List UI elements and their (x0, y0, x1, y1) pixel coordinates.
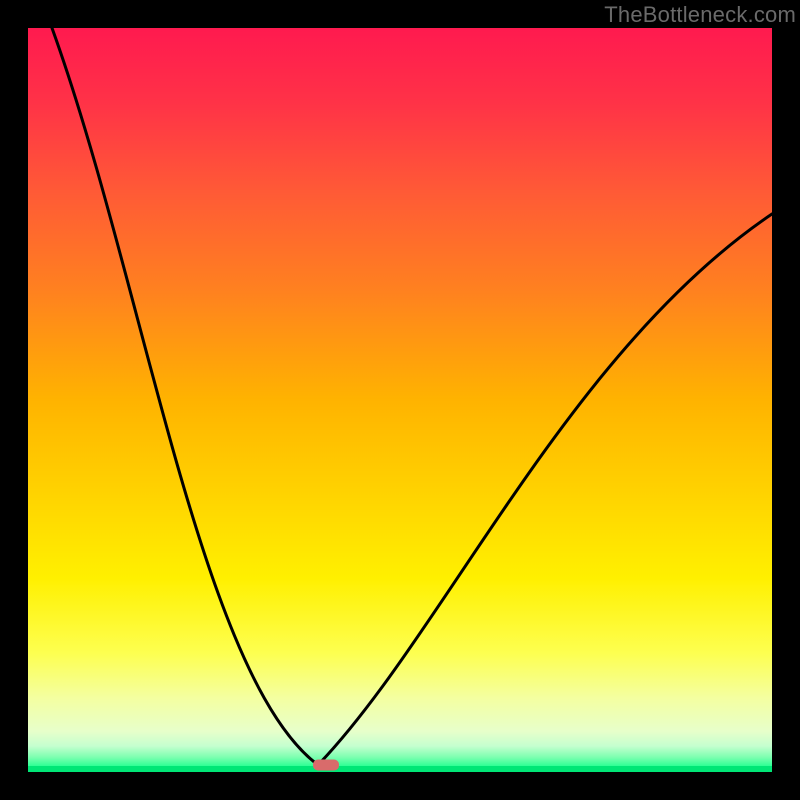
minimum-marker (313, 760, 339, 771)
watermark-text: TheBottleneck.com (604, 2, 796, 28)
chart-plot-area (28, 28, 772, 772)
chart-svg (28, 28, 772, 772)
bottom-green-band (28, 766, 772, 772)
